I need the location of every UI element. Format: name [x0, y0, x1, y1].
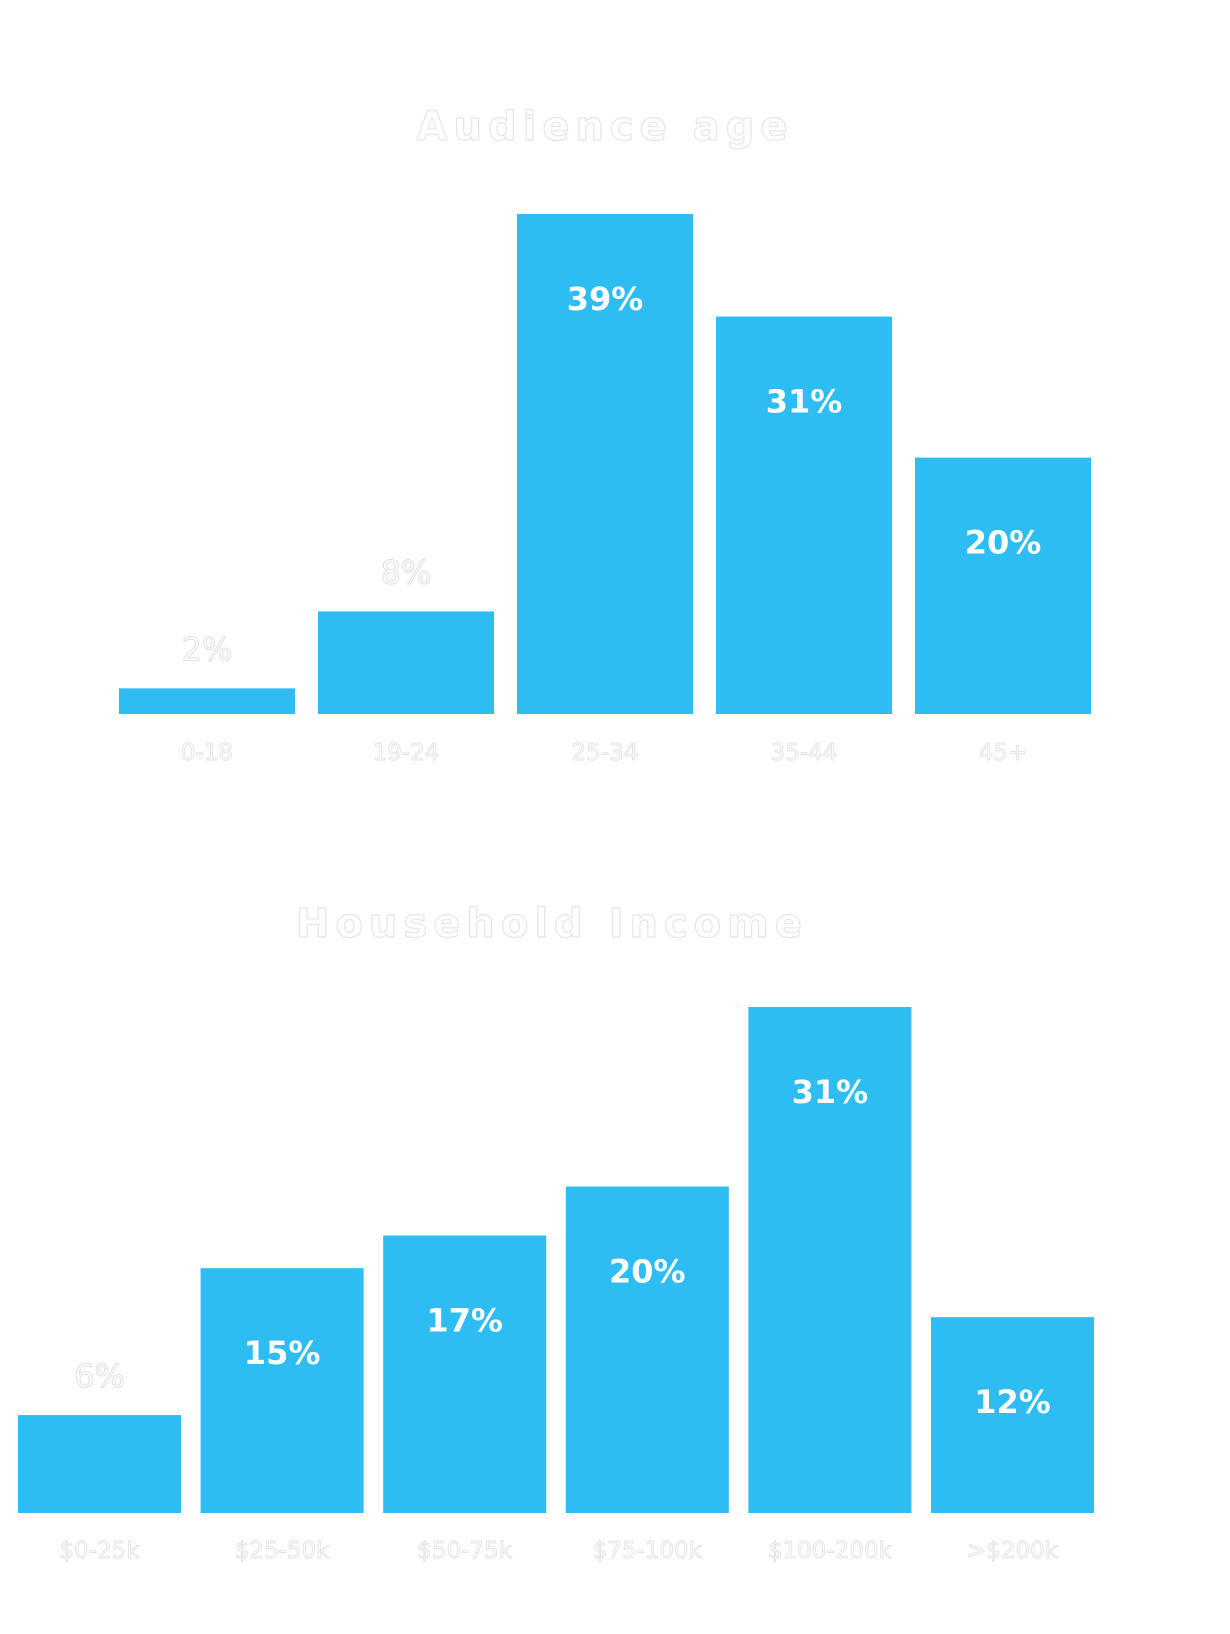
age-value-label-1: 2%	[182, 630, 233, 668]
income-value-label-5: 31%	[792, 1073, 869, 1111]
income-value-label-4: 20%	[609, 1253, 686, 1291]
income-bar-3	[383, 1235, 547, 1513]
income-bar-4	[565, 1186, 729, 1513]
age-category-label-1: 0-18	[181, 740, 233, 766]
income-value-label-3: 17%	[426, 1302, 503, 1340]
income-category-label-1: $0-25k	[59, 1538, 140, 1564]
age-bar-5	[915, 457, 1091, 714]
age-category-label-4: 35-44	[771, 740, 838, 766]
income-value-label-2: 15%	[244, 1334, 321, 1372]
income-category-label-6: >$200k	[967, 1538, 1059, 1564]
age-bar-4	[716, 316, 892, 714]
age-bar-1	[119, 688, 295, 714]
age-bar-2	[318, 611, 494, 714]
income-category-label-3: $50-75k	[417, 1538, 512, 1564]
age-value-label-3: 39%	[567, 280, 644, 318]
age-category-label-3: 25-34	[572, 740, 639, 766]
income-value-label-1: 6%	[74, 1357, 125, 1395]
income-category-label-4: $75-100k	[593, 1538, 703, 1564]
audience-age-title: Audience age	[417, 104, 794, 150]
age-category-label-2: 19-24	[373, 740, 440, 766]
age-category-label-5: 45+	[979, 740, 1028, 766]
income-bar-1	[18, 1415, 181, 1513]
age-value-label-2: 8%	[381, 553, 432, 591]
income-chart: 6% $0-25k 15% $25-50k 17% $50-75k 20% $75-100k 3…	[18, 1007, 1094, 1564]
age-chart: 2% 0-18 8% 19-24 39% 25-34 31% 35-44 20% 45+	[119, 214, 1091, 766]
household-income-title: Household Income	[296, 901, 808, 947]
income-bar-2	[200, 1268, 364, 1513]
income-value-label-6: 12%	[974, 1383, 1051, 1421]
income-category-label-5: $100-200k	[768, 1538, 893, 1564]
age-value-label-4: 31%	[766, 383, 843, 421]
income-bar-6	[931, 1317, 1094, 1513]
income-category-label-2: $25-50k	[235, 1538, 330, 1564]
income-bar-5	[748, 1007, 912, 1513]
age-value-label-5: 20%	[965, 524, 1042, 562]
age-bar-3	[517, 214, 693, 714]
